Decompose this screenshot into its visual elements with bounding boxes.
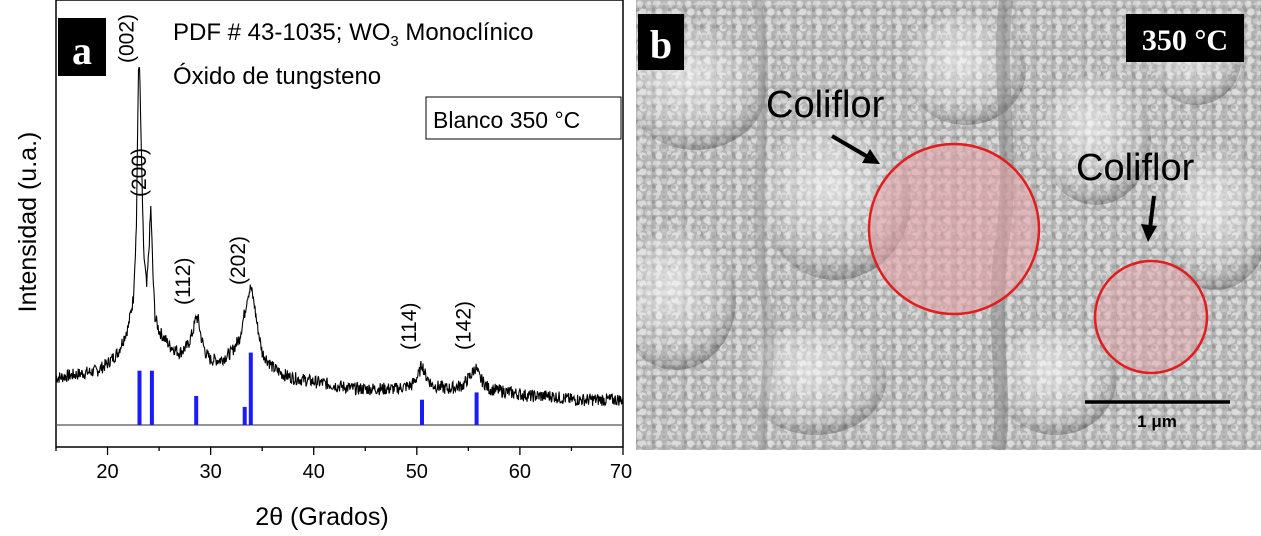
reference-bar bbox=[194, 396, 199, 425]
panel-b-letter: b bbox=[650, 22, 672, 67]
temperature-label: 350 °C bbox=[1142, 24, 1228, 57]
peak-label: (142) bbox=[453, 301, 476, 350]
legend-box bbox=[425, 96, 622, 140]
plot-frame bbox=[55, 0, 624, 448]
reference-bars bbox=[137, 352, 479, 425]
peak-label: (200) bbox=[128, 148, 151, 197]
legend-text: Blanco 350 °C bbox=[433, 107, 580, 133]
cauliflower-label-1: Coliflor bbox=[766, 84, 885, 126]
y-axis-label: Intensidad (u.a.) bbox=[14, 132, 42, 313]
panel-a-letter: a bbox=[72, 28, 92, 73]
peak-labels: (002) (200) (112) (202) (114) (142) bbox=[116, 14, 476, 350]
x-axis-ticks: 20 30 40 50 60 70 bbox=[55, 447, 632, 483]
reference-bar bbox=[248, 352, 253, 425]
x-tick-label: 70 bbox=[610, 461, 632, 483]
reference-bar bbox=[474, 392, 479, 425]
peak-label: (002) bbox=[116, 14, 139, 63]
x-tick-label: 50 bbox=[406, 461, 428, 483]
xrd-chart: a PDF # 43-1035; WO3 Monoclínico Óxido d… bbox=[14, 0, 632, 531]
cauliflower-circle-small bbox=[1093, 259, 1209, 375]
sem-micrograph: b 350 °C Coliflor Coliflor 1 μm bbox=[636, 0, 1261, 450]
scale-bar-label: 1 μm bbox=[1137, 412, 1177, 431]
reference-bar bbox=[137, 370, 142, 425]
compound-text: Óxido de tungsteno bbox=[173, 63, 381, 90]
xrd-pattern-line bbox=[55, 66, 624, 407]
arrow-2-icon bbox=[1141, 195, 1157, 242]
x-axis-label: 2θ (Grados) bbox=[255, 503, 388, 531]
reference-bar bbox=[242, 406, 247, 425]
pdf-reference-text: PDF # 43-1035; WO3 Monoclínico bbox=[173, 19, 534, 50]
cauliflower-label-2: Coliflor bbox=[1076, 147, 1195, 189]
x-tick-label: 20 bbox=[96, 461, 118, 483]
panel-b-letter-box bbox=[638, 14, 684, 70]
peak-label: (114) bbox=[398, 303, 421, 350]
x-tick-label: 40 bbox=[303, 461, 325, 483]
cauliflower-circle-large bbox=[867, 142, 1041, 316]
x-tick-label: 30 bbox=[200, 461, 222, 483]
arrow-1-icon bbox=[830, 134, 880, 164]
temperature-label-box bbox=[1126, 14, 1244, 62]
panel-a-letter-box bbox=[58, 18, 106, 76]
peak-label: (112) bbox=[172, 258, 195, 305]
reference-bar bbox=[420, 399, 424, 425]
peak-label: (202) bbox=[227, 236, 250, 285]
reference-bar bbox=[149, 370, 154, 425]
x-tick-label: 60 bbox=[509, 461, 531, 483]
